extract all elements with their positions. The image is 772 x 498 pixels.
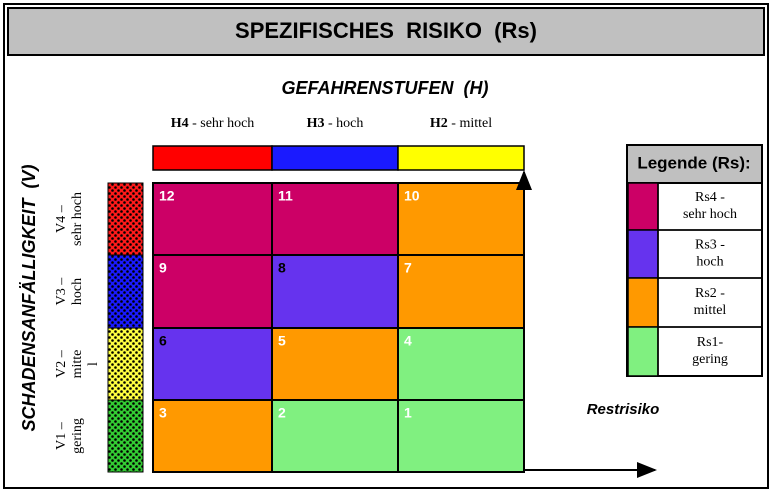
- title-bar: [7, 7, 765, 56]
- column-text: - sehr hoch: [192, 116, 254, 131]
- matrix-cell: [152, 327, 273, 401]
- legend-cell: [657, 326, 763, 377]
- column-header: H3 - hoch: [307, 116, 364, 131]
- legend-swatch: [627, 182, 659, 231]
- cell-number: 7: [404, 260, 412, 276]
- row-label: sehr hoch: [70, 192, 85, 246]
- row-label: l: [86, 362, 101, 366]
- row-label: V2 –: [54, 349, 69, 378]
- legend-text: gering: [692, 352, 728, 367]
- matrix-cell: [271, 399, 399, 473]
- row-label: V3 –: [54, 277, 69, 306]
- cell-number: 3: [159, 405, 167, 421]
- row-label: V4 –: [54, 204, 69, 233]
- cell-number: 10: [404, 188, 420, 204]
- cell-number: 8: [278, 260, 286, 276]
- legend-title: Legende (Rs):: [637, 153, 750, 172]
- cell-number: 5: [278, 333, 286, 349]
- row-label: V1 –: [54, 421, 69, 450]
- legend-text: sehr hoch: [683, 207, 737, 222]
- cell-number: 11: [278, 188, 293, 204]
- column-bar: [271, 145, 399, 171]
- matrix-cell: [152, 399, 273, 473]
- cell-number: 12: [159, 188, 175, 204]
- title: SPEZIFISCHES RISIKO (Rs): [235, 18, 537, 43]
- row-label: hoch: [70, 278, 85, 305]
- row-swatch-pattern: [108, 400, 143, 472]
- column-text: - mittel: [451, 116, 492, 131]
- cell-number: 2: [278, 405, 286, 421]
- row-swatch-pattern: [108, 183, 143, 255]
- legend-swatch: [627, 277, 659, 328]
- column-text: - hoch: [328, 116, 363, 131]
- cell-number: 4: [404, 333, 412, 349]
- column-code: H3: [307, 116, 325, 131]
- row-swatch-pattern: [108, 328, 143, 400]
- row-label: mitte: [70, 350, 85, 379]
- legend-text: Rs3 -: [695, 238, 725, 253]
- row-swatch-pattern: [108, 255, 143, 328]
- column-bar: [397, 145, 525, 171]
- column-bar: [152, 145, 273, 171]
- legend-text: mittel: [694, 303, 727, 318]
- legend-text: hoch: [696, 255, 723, 270]
- legend-swatch: [627, 229, 659, 279]
- matrix-cell: [397, 327, 525, 401]
- matrix-cell: [271, 182, 399, 256]
- legend-text: Rs4 -: [695, 190, 725, 205]
- column-code: H4: [171, 116, 189, 131]
- row-label: gering: [70, 418, 85, 454]
- column-code: H2: [430, 116, 448, 131]
- legend-text: Rs2 -: [695, 286, 725, 301]
- residual-label: Restrisiko: [587, 401, 660, 418]
- column-header: H2 - mittel: [430, 116, 492, 131]
- v-axis-label: SCHADENSANFÄLLIGKEIT (V): [19, 165, 39, 432]
- matrix-cell: [152, 254, 273, 329]
- matrix-cell: [397, 399, 525, 473]
- legend-swatch: [627, 326, 659, 377]
- cell-number: 1: [404, 405, 412, 421]
- matrix-cell: [271, 254, 399, 329]
- cell-number: 6: [159, 333, 167, 349]
- h-axis-label: GEFAHRENSTUFEN (H): [282, 78, 489, 98]
- legend-text: Rs1-: [697, 335, 724, 350]
- cell-number: 9: [159, 260, 167, 276]
- column-header: H4 - sehr hoch: [171, 116, 255, 131]
- matrix-cell: [271, 327, 399, 401]
- legend-header: [626, 144, 763, 184]
- matrix-cell: [397, 254, 525, 329]
